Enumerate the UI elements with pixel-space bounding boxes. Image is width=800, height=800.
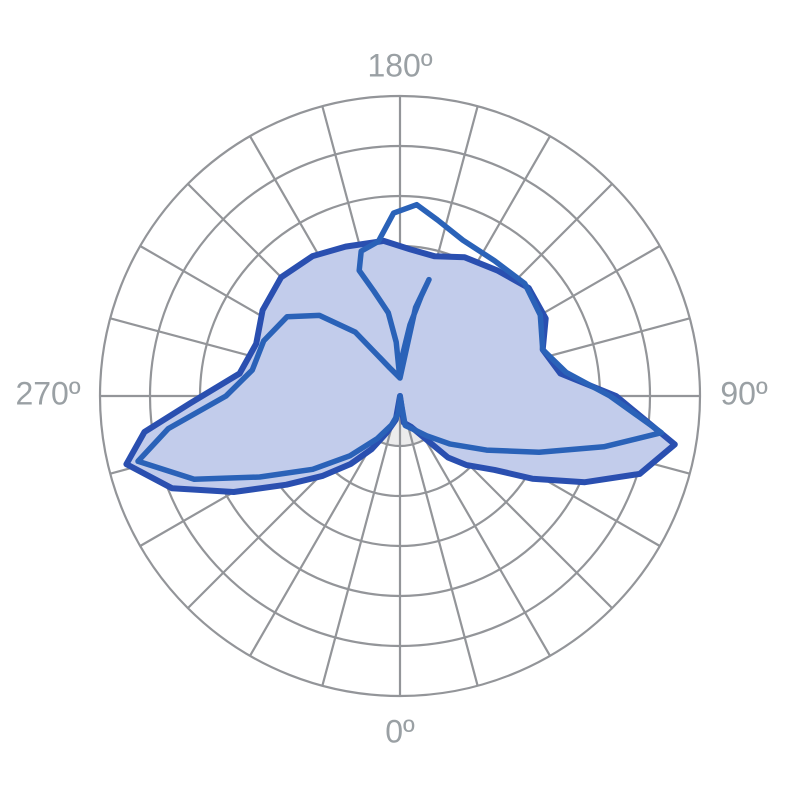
polar-chart: 180º 90º 0º 270º bbox=[0, 0, 800, 800]
axis-label: 180º bbox=[367, 47, 432, 83]
axis-label: 270º bbox=[15, 375, 80, 411]
axis-label: 0º bbox=[385, 713, 415, 749]
axis-label: 90º bbox=[720, 375, 768, 411]
